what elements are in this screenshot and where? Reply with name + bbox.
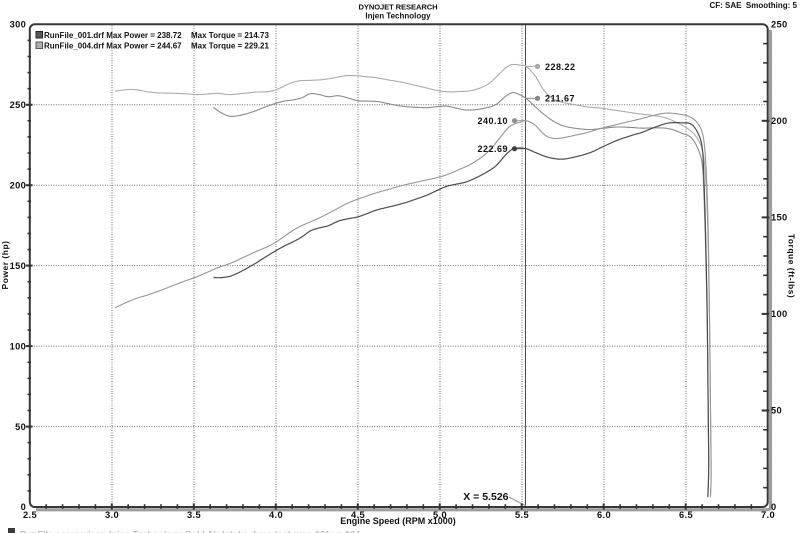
svg-text:3.5: 3.5 <box>187 510 201 520</box>
svg-text:240.10: 240.10 <box>477 116 508 126</box>
svg-text:2.5: 2.5 <box>23 510 37 520</box>
svg-text:222.69: 222.69 <box>477 144 508 154</box>
svg-text:250: 250 <box>771 20 788 30</box>
svg-text:Max Torque = 229.21: Max Torque = 229.21 <box>191 42 269 51</box>
svg-text:6.5: 6.5 <box>679 510 693 520</box>
svg-text:100: 100 <box>771 309 788 319</box>
svg-text:CF: SAE Smoothing: 5: CF: SAE Smoothing: 5 <box>709 1 797 10</box>
svg-text:5.5: 5.5 <box>515 510 529 520</box>
svg-text:50: 50 <box>15 422 26 432</box>
svg-text:Engine Speed (RPM x1000): Engine Speed (RPM x1000) <box>340 516 456 526</box>
svg-text:150: 150 <box>10 261 27 271</box>
svg-text:200: 200 <box>10 180 27 190</box>
svg-text:DYNOJET RESEARCH: DYNOJET RESEARCH <box>359 3 438 12</box>
svg-text:7.0: 7.0 <box>761 510 775 520</box>
svg-text:0: 0 <box>21 502 27 512</box>
svg-text:100: 100 <box>10 341 27 351</box>
svg-text:4.0: 4.0 <box>269 510 283 520</box>
svg-text:RunFile_001.drf Max Power = 23: RunFile_001.drf Max Power = 238.72 <box>44 31 182 40</box>
svg-text:RunFile_004.drf Max Power = 24: RunFile_004.drf Max Power = 244.67 <box>44 42 182 51</box>
svg-text:211.67: 211.67 <box>545 94 575 104</box>
svg-text:0: 0 <box>771 502 777 512</box>
svg-text:RunFile comparison Injen Tech: RunFile comparison Injen Technology Cold… <box>20 530 360 533</box>
svg-text:50: 50 <box>771 406 782 416</box>
svg-text:X = 5.526: X = 5.526 <box>463 491 508 503</box>
svg-text:200: 200 <box>771 116 788 126</box>
svg-text:Torque (ft-lbs): Torque (ft-lbs) <box>787 234 797 298</box>
svg-text:300: 300 <box>10 20 27 30</box>
svg-text:250: 250 <box>10 100 27 110</box>
svg-text:6.0: 6.0 <box>597 510 611 520</box>
svg-text:Max Torque = 214.73: Max Torque = 214.73 <box>191 31 269 40</box>
svg-text:5.0: 5.0 <box>433 510 447 520</box>
svg-text:3.0: 3.0 <box>105 510 119 520</box>
svg-text:Power (hp): Power (hp) <box>0 241 10 290</box>
svg-text:4.5: 4.5 <box>351 510 365 520</box>
svg-text:Injen Technology: Injen Technology <box>365 12 431 21</box>
svg-text:150: 150 <box>771 213 788 223</box>
svg-text:228.22: 228.22 <box>545 62 576 72</box>
